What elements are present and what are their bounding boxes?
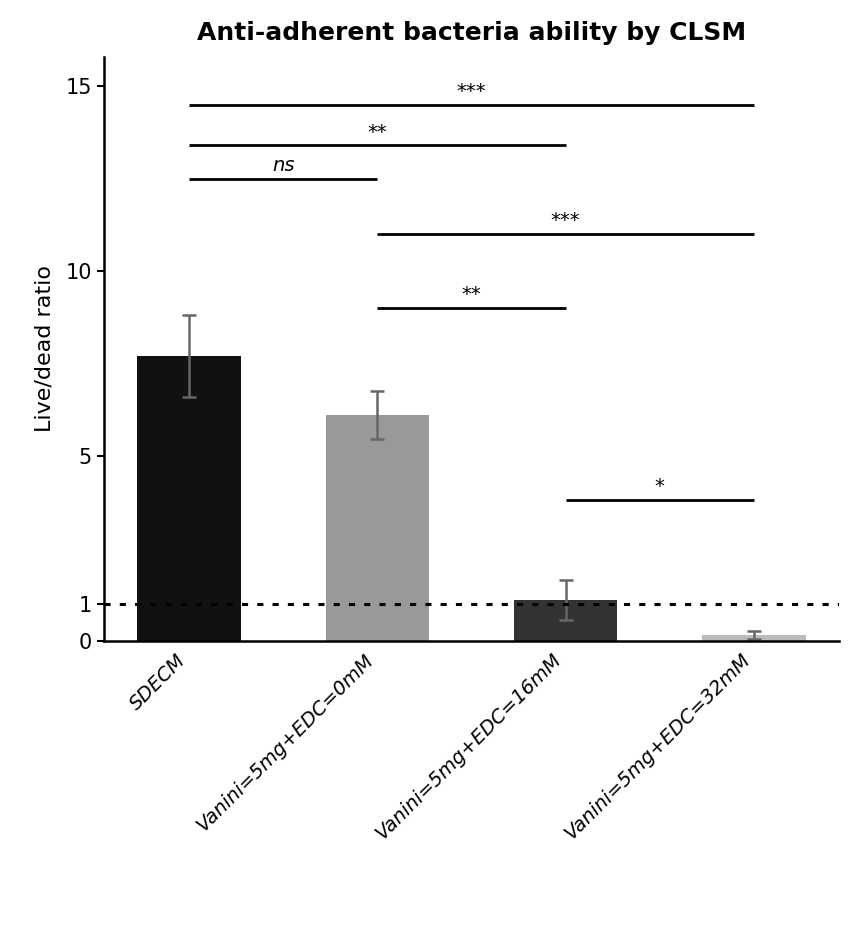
Text: *: * (655, 478, 664, 496)
Text: ***: *** (457, 82, 486, 101)
Text: **: ** (368, 122, 388, 141)
Bar (138, 356, 240, 641)
Bar (702, 635, 805, 641)
Title: Anti-adherent bacteria ability by CLSM: Anti-adherent bacteria ability by CLSM (197, 21, 746, 45)
Text: ns: ns (272, 155, 294, 175)
Y-axis label: Live/dead ratio: Live/dead ratio (35, 265, 54, 432)
Text: ***: *** (551, 211, 580, 230)
Bar (325, 415, 429, 641)
Bar (514, 600, 618, 641)
Text: **: ** (462, 285, 481, 304)
